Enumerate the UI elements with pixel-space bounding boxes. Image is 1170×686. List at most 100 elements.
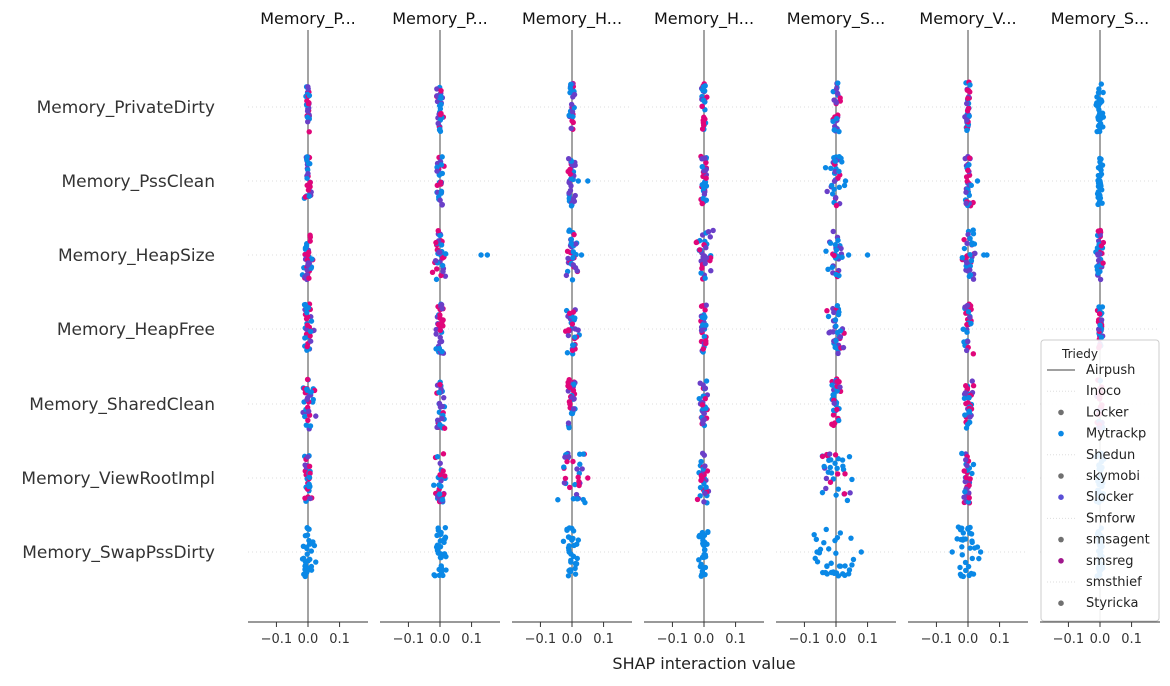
- data-point: [568, 535, 574, 542]
- data-point: [829, 264, 835, 271]
- data-point: [702, 463, 708, 469]
- data-point: [441, 394, 447, 401]
- data-point: [703, 302, 709, 308]
- feature-label: Memory_ViewRootImpl: [21, 469, 215, 489]
- data-point: [710, 227, 716, 234]
- legend-item-label: smsreg: [1086, 554, 1134, 569]
- data-point: [699, 265, 705, 271]
- data-point: [699, 554, 706, 560]
- data-point: [567, 484, 573, 491]
- data-point: [438, 179, 444, 186]
- data-point: [708, 268, 714, 274]
- data-point: [837, 328, 844, 334]
- data-point: [438, 242, 445, 248]
- data-point: [966, 155, 973, 161]
- data-point: [837, 563, 844, 569]
- data-point: [300, 555, 307, 561]
- data-point: [306, 474, 313, 481]
- data-point: [962, 536, 969, 542]
- data-point: [970, 571, 977, 577]
- data-point: [303, 316, 310, 322]
- data-point: [570, 342, 576, 348]
- legend-item-label: smsthief: [1086, 575, 1142, 590]
- data-point: [701, 253, 708, 259]
- x-tick-label: 0.0: [826, 632, 847, 647]
- data-point: [572, 481, 578, 488]
- data-point: [577, 461, 583, 467]
- panel-title: Memory_S...: [1051, 9, 1149, 29]
- data-point: [306, 92, 313, 99]
- data-point: [570, 119, 576, 126]
- data-point: [579, 466, 585, 472]
- x-tick-label: −0.1: [261, 632, 293, 647]
- data-point: [831, 391, 837, 397]
- data-point: [700, 535, 706, 541]
- data-point: [570, 496, 577, 502]
- data-point: [1098, 334, 1105, 341]
- x-tick-label: −0.1: [525, 632, 557, 647]
- data-point: [700, 97, 707, 103]
- data-point: [819, 569, 826, 576]
- data-point: [304, 322, 311, 328]
- data-point: [307, 333, 313, 339]
- data-point: [963, 189, 969, 195]
- data-point: [303, 571, 309, 577]
- data-point: [568, 101, 575, 108]
- data-point: [566, 195, 572, 202]
- legend-marker-dot: [1058, 473, 1064, 479]
- data-point: [963, 200, 969, 207]
- data-point: [566, 525, 573, 531]
- data-point: [434, 86, 440, 92]
- data-point: [835, 80, 841, 86]
- data-point-outlier: [845, 252, 852, 258]
- data-point: [967, 235, 973, 242]
- data-point: [964, 329, 970, 335]
- data-point: [836, 309, 842, 315]
- data-point: [704, 541, 710, 547]
- data-point: [835, 350, 841, 357]
- data-point: [827, 479, 834, 485]
- data-point: [304, 309, 310, 316]
- data-point: [694, 496, 701, 503]
- data-point: [563, 272, 570, 279]
- data-point: [699, 402, 706, 408]
- data-point: [701, 547, 708, 553]
- data-point: [703, 338, 709, 344]
- data-point: [964, 462, 970, 469]
- data-point-outlier: [585, 178, 591, 184]
- data-point: [963, 425, 970, 431]
- data-point: [969, 538, 975, 544]
- data-point: [698, 303, 705, 309]
- x-tick-label: −0.1: [921, 632, 953, 647]
- data-point: [438, 570, 445, 576]
- data-point-outlier: [974, 178, 981, 184]
- data-point-outlier: [484, 252, 491, 258]
- data-point: [438, 95, 444, 102]
- data-point: [570, 387, 577, 394]
- data-point: [703, 378, 710, 384]
- data-point: [569, 109, 576, 115]
- data-point: [1100, 89, 1106, 96]
- data-point: [439, 262, 446, 269]
- data-point: [434, 93, 440, 99]
- panel-title: Memory_V...: [919, 9, 1016, 29]
- data-point: [821, 463, 827, 470]
- data-point: [307, 495, 313, 502]
- data-point: [437, 538, 444, 544]
- data-point: [566, 543, 572, 549]
- data-point: [700, 117, 706, 124]
- data-point: [837, 95, 843, 101]
- data-point: [434, 168, 440, 174]
- legend-item-label: Styricka: [1086, 596, 1138, 611]
- data-point: [970, 383, 977, 389]
- legend-item-label: Shedun: [1086, 448, 1135, 463]
- data-point: [575, 474, 581, 480]
- data-point: [702, 307, 708, 313]
- data-point: [702, 396, 708, 402]
- data-point: [1098, 317, 1105, 323]
- data-point: [306, 129, 312, 135]
- data-point: [697, 247, 703, 253]
- panel-title: Memory_S...: [787, 9, 885, 29]
- data-point: [565, 155, 572, 162]
